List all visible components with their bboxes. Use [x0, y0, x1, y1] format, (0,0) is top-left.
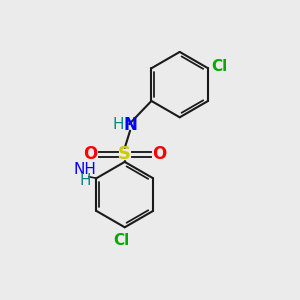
Text: Cl: Cl: [212, 59, 228, 74]
Text: S: S: [118, 146, 131, 164]
Text: O: O: [152, 146, 166, 164]
Text: N: N: [123, 116, 137, 134]
Text: H: H: [112, 117, 124, 132]
Text: H: H: [80, 173, 91, 188]
Text: NH: NH: [74, 162, 97, 177]
Text: O: O: [83, 146, 98, 164]
Text: Cl: Cl: [114, 232, 130, 247]
